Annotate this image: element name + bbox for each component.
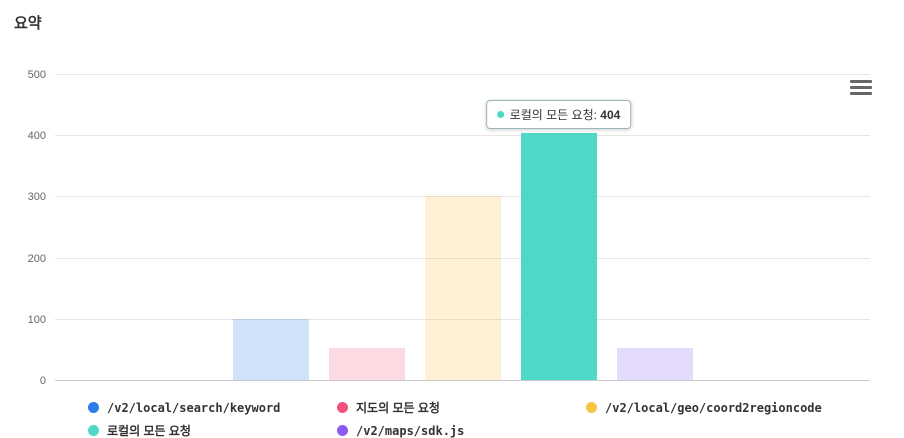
- y-axis-label: 300: [27, 191, 46, 204]
- bar-series-3[interactable]: [424, 196, 501, 380]
- legend-label: /v2/maps/sdk.js: [356, 423, 465, 438]
- legend-label: 로컬의 모든 요청: [107, 424, 191, 438]
- gridline: [55, 135, 870, 137]
- legend-label: 지도의 모든 요청: [356, 401, 440, 415]
- bar-series-1[interactable]: [232, 318, 309, 380]
- legend-dot: [586, 402, 597, 413]
- legend-item-3[interactable]: /v2/local/geo/coord2regioncode: [586, 399, 835, 416]
- legend-item-4[interactable]: 로컬의 모든 요청: [88, 422, 337, 438]
- legend-dot: [337, 425, 348, 436]
- chart-title: 요약: [14, 15, 42, 32]
- legend-dot: [88, 402, 99, 413]
- legend-label: /v2/local/geo/coord2regioncode: [605, 400, 822, 415]
- bar-series-2[interactable]: [328, 348, 405, 380]
- bar-series-5[interactable]: [616, 348, 693, 380]
- tooltip-text: 로컬의 모든 요청: 404: [509, 107, 621, 122]
- legend-dot: [337, 402, 348, 413]
- legend-item-5[interactable]: /v2/maps/sdk.js: [337, 422, 586, 438]
- y-axis-label: 100: [27, 313, 46, 326]
- y-axis-label: 200: [27, 252, 46, 265]
- legend-item-1[interactable]: /v2/local/search/keyword: [88, 399, 337, 416]
- gridline: [55, 196, 870, 198]
- tooltip: 로컬의 모든 요청: 404: [485, 99, 632, 129]
- y-axis-label: 400: [27, 130, 46, 143]
- legend-item-2[interactable]: 지도의 모든 요청: [337, 399, 586, 416]
- legend-dot: [88, 425, 99, 436]
- gridline: [55, 318, 870, 320]
- x-axis-line: [55, 380, 870, 381]
- y-axis-label: 500: [27, 69, 46, 81]
- legend-label: /v2/local/search/keyword: [107, 400, 281, 415]
- gridline: [55, 257, 870, 259]
- bar-series-4[interactable]: [520, 132, 597, 380]
- gridline: [55, 74, 870, 75]
- legend: /v2/local/search/keyword 지도의 모든 요청/v2/loc…: [88, 399, 878, 438]
- plot-area: [55, 74, 870, 381]
- export-menu-button[interactable]: [850, 77, 872, 97]
- tooltip-series-dot: [496, 110, 504, 118]
- y-axis-label: 0: [39, 375, 46, 387]
